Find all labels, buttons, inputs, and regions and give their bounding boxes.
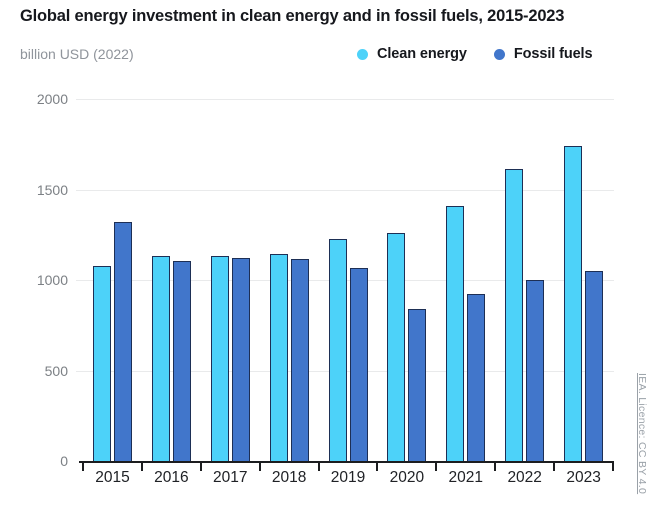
x-axis-tick <box>612 462 614 471</box>
bar-group-2017 <box>201 256 260 461</box>
bar-clean-energy-2018 <box>269 254 288 461</box>
gridline-2000 <box>76 99 614 100</box>
x-axis-tick <box>494 462 497 471</box>
bar-group-2018 <box>260 254 319 461</box>
bar-group-2015 <box>83 222 142 461</box>
bar-group-2023 <box>554 146 613 461</box>
legend-item-fossil-fuels: Fossil fuels <box>493 46 593 62</box>
x-axis-tick <box>553 462 556 471</box>
x-axis-tick <box>140 462 143 471</box>
bar-clean-energy-2022 <box>505 169 524 461</box>
y-tick-label-500: 500 <box>44 362 68 379</box>
x-tick-label-2021: 2021 <box>448 469 484 486</box>
bar-group-2016 <box>142 256 201 461</box>
bar-clean-energy-2016 <box>151 256 170 461</box>
bar-fossil-fuels-2019 <box>349 268 368 461</box>
x-axis-tick <box>435 462 438 471</box>
y-tick-label-1500: 1500 <box>36 181 68 198</box>
legend-item-clean-energy: Clean energy <box>357 46 467 62</box>
license-note: IEA. Licence: CC BY 4.0 <box>636 373 648 495</box>
bar-group-2019 <box>319 239 378 461</box>
bar-fossil-fuels-2021 <box>467 294 486 461</box>
x-tick-label-2018: 2018 <box>271 469 307 486</box>
legend-label-fossil-fuels: Fossil fuels <box>513 46 593 62</box>
unit-label: billion USD (2022) <box>20 46 134 62</box>
bar-fossil-fuels-2023 <box>585 271 604 461</box>
clean-energy-swatch-icon <box>357 48 368 60</box>
y-tick-label-2000: 2000 <box>36 91 68 107</box>
x-tick-label-2015: 2015 <box>95 469 130 486</box>
x-axis-tick <box>258 462 261 471</box>
bar-clean-energy-2023 <box>564 146 583 461</box>
x-axis-tick <box>199 462 202 471</box>
bar-group-2020 <box>377 233 436 461</box>
x-axis-tick <box>317 462 320 471</box>
y-tick-label-1000: 1000 <box>36 272 68 288</box>
bar-fossil-fuels-2018 <box>290 259 309 461</box>
bar-group-2021 <box>436 206 495 461</box>
x-tick-label-2023: 2023 <box>566 469 601 486</box>
x-tick-label-2019: 2019 <box>330 469 366 486</box>
bar-clean-energy-2017 <box>210 256 229 461</box>
bar-fossil-fuels-2017 <box>231 258 250 461</box>
bar-fossil-fuels-2015 <box>113 222 132 461</box>
bar-group-2022 <box>495 169 554 461</box>
bar-fossil-fuels-2016 <box>172 261 191 461</box>
legend: Clean energy Fossil fuels <box>357 46 593 62</box>
plot-area <box>83 99 613 461</box>
x-tick-label-2017: 2017 <box>212 469 248 486</box>
x-axis-tick <box>376 462 379 471</box>
fossil-fuels-swatch-icon <box>493 48 505 60</box>
bar-clean-energy-2021 <box>446 206 465 461</box>
x-axis-tick <box>82 462 84 471</box>
bar-fossil-fuels-2020 <box>408 309 427 461</box>
x-tick-label-2022: 2022 <box>507 469 542 486</box>
x-tick-label-2016: 2016 <box>154 469 189 486</box>
bar-clean-energy-2015 <box>92 266 111 461</box>
legend-label-clean-energy: Clean energy <box>377 46 467 62</box>
bar-fossil-fuels-2022 <box>526 280 545 461</box>
bar-clean-energy-2020 <box>387 233 406 461</box>
bar-clean-energy-2019 <box>328 239 347 461</box>
chart-title: Global energy investment in clean energy… <box>20 7 565 25</box>
x-tick-label-2020: 2020 <box>389 469 425 486</box>
y-tick-label-0: 0 <box>60 453 68 469</box>
gridline-1500 <box>76 189 614 191</box>
x-axis-line <box>79 461 614 463</box>
x-axis-labels: 2015 2016 2017 2018 2019 2020 2021 2022 2023 <box>83 469 613 487</box>
